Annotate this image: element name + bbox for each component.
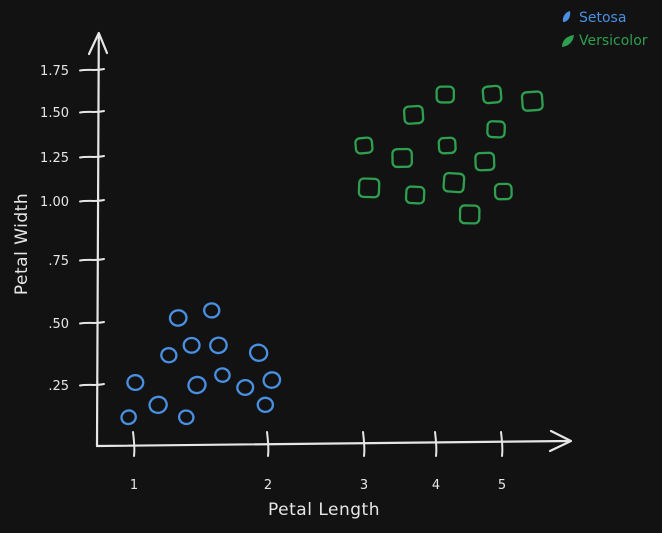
versicolor-point [486, 120, 506, 139]
legend-versicolor-swatch-icon [562, 35, 574, 47]
setosa-point [148, 395, 168, 415]
y-tick-mark [79, 110, 105, 114]
versicolor-point [354, 136, 374, 155]
y-tick-mark [79, 321, 105, 325]
setosa-point [236, 378, 255, 396]
legend-setosa-swatch-icon [562, 11, 571, 22]
y-tick-mark [79, 199, 105, 203]
setosa-point [168, 309, 188, 327]
y-tick-mark [79, 383, 105, 387]
y-tick-label: .75 [48, 254, 69, 269]
legend: Setosa Versicolor [562, 10, 648, 49]
x-tick-mark [434, 431, 438, 457]
setosa-point [209, 336, 228, 355]
legend-versicolor-label: Versicolor [579, 33, 648, 49]
versicolor-point [442, 171, 466, 194]
x-tick-label: 1 [130, 478, 138, 493]
setosa-point [126, 374, 145, 392]
x-axis-title: Petal Length [268, 500, 380, 520]
y-tick-label: .50 [48, 317, 69, 332]
setosa-point [248, 343, 269, 362]
x-tick-label: 5 [498, 478, 506, 493]
x-tick-label: 3 [360, 478, 368, 493]
y-axis-arrowhead [87, 31, 109, 56]
y-tick-label: 1.75 [40, 64, 69, 79]
x-tick-label: 2 [264, 478, 272, 493]
y-axis-title: Petal Width [12, 193, 32, 295]
setosa-point [187, 375, 207, 395]
setosa-point [177, 409, 195, 426]
versicolor-point [357, 177, 381, 199]
setosa-point [160, 347, 178, 364]
x-tick-mark [500, 431, 504, 457]
x-tick-mark [362, 431, 366, 457]
x-tick-mark [266, 431, 270, 457]
versicolor-point [474, 151, 496, 172]
y-tick-mark [79, 155, 105, 159]
setosa-point [182, 336, 201, 354]
versicolor-point [402, 104, 425, 125]
x-axis-line [95, 439, 572, 448]
versicolor-point [435, 85, 455, 104]
legend-setosa-label: Setosa [579, 10, 626, 26]
versicolor-point [481, 84, 503, 105]
versicolor-point [493, 182, 513, 201]
y-tick-mark [79, 68, 105, 72]
y-tick-label: 1.25 [40, 151, 69, 166]
y-tick-mark [79, 258, 105, 262]
versicolor-point [404, 185, 426, 205]
setosa-point [203, 302, 221, 319]
y-axis-line [95, 32, 100, 448]
versicolor-point [520, 90, 544, 112]
x-tick-label: 4 [432, 478, 440, 493]
setosa-point [214, 367, 231, 383]
series-setosa [120, 302, 282, 426]
y-tick-label: 1.00 [40, 195, 69, 210]
x-tick-mark [132, 431, 136, 457]
series-versicolor [354, 84, 544, 225]
versicolor-point [437, 136, 457, 155]
versicolor-point [458, 204, 481, 225]
x-axis-arrowhead [548, 429, 573, 453]
setosa-point [120, 409, 137, 426]
y-tick-label: .25 [48, 379, 69, 394]
y-tick-label: 1.50 [40, 106, 69, 121]
setosa-point [262, 371, 282, 389]
versicolor-point [391, 147, 414, 169]
setosa-point [256, 396, 275, 414]
